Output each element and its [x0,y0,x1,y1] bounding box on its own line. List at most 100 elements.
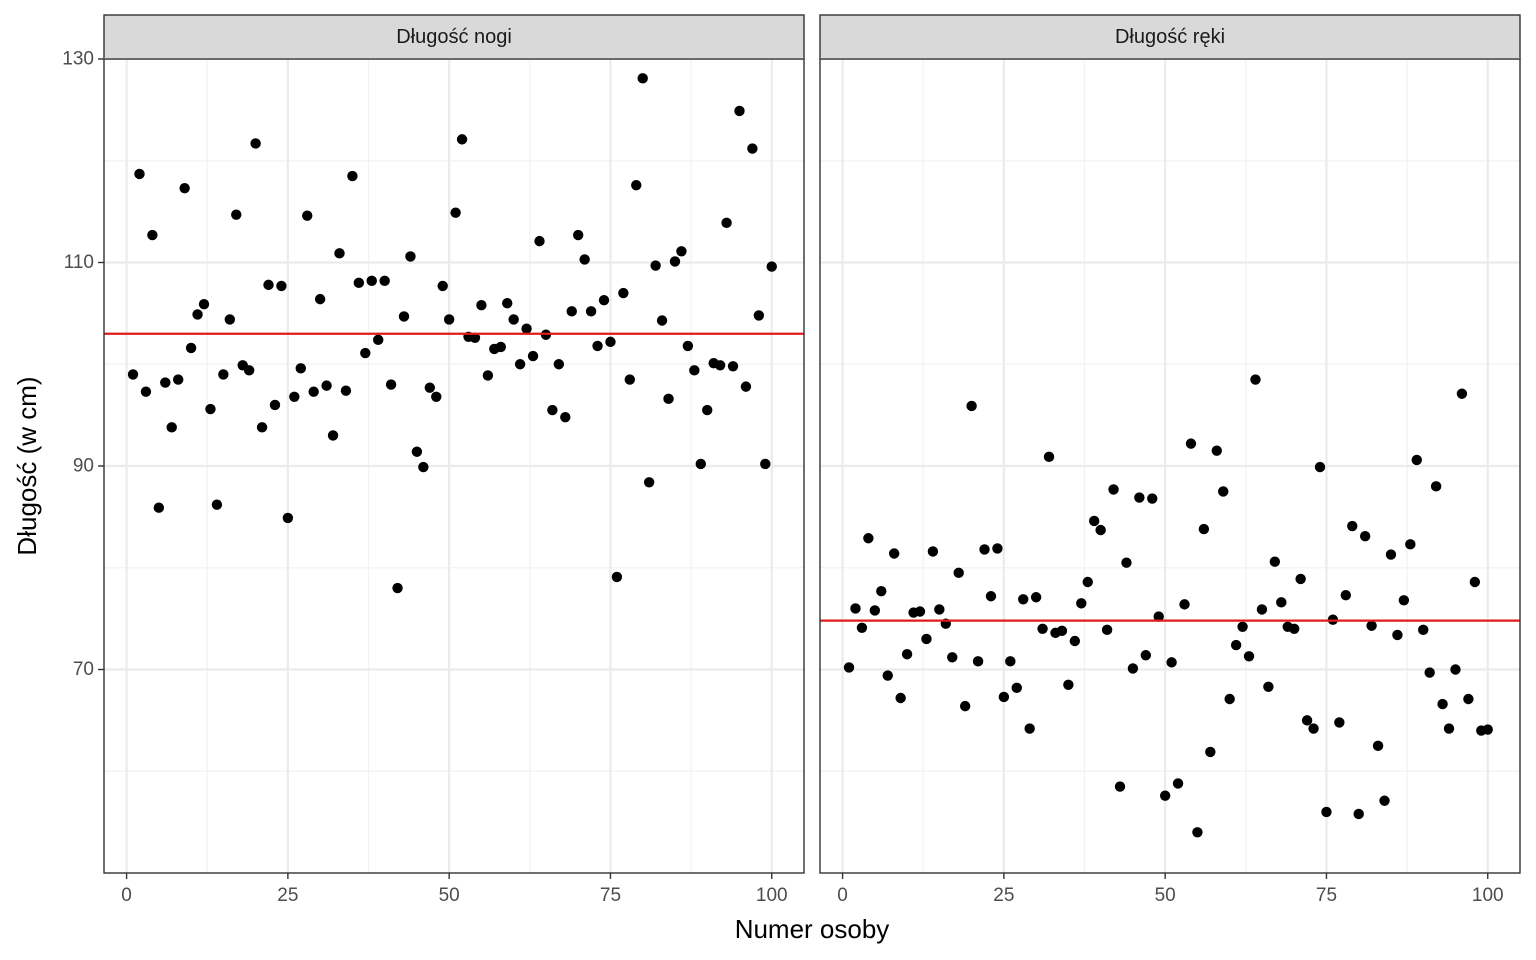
data-point [663,393,674,405]
data-point [372,334,384,346]
data-point [592,340,603,352]
data-point [1185,438,1197,449]
data-point [1218,486,1229,497]
data-point [624,374,636,385]
data-point [1456,388,1468,399]
data-point [1450,664,1461,675]
data-point [379,275,390,287]
data-point [934,604,945,615]
data-point [869,605,881,616]
data-point [882,670,893,681]
data-point [521,323,532,334]
data-point [856,622,868,633]
data-point [1069,635,1081,647]
data-point [205,403,216,415]
data-point [585,306,597,317]
y-tick-label: 130 [62,49,94,70]
data-point [727,361,739,372]
panel-strip [819,14,1521,60]
x-tick-label: 25 [277,885,298,906]
data-point [1205,746,1216,758]
data-point [231,209,242,220]
data-point [598,294,610,306]
data-point [1359,531,1371,542]
data-point [901,649,913,660]
data-point [140,386,152,397]
data-point [1108,484,1119,495]
data-point [1198,523,1210,535]
data-point [308,386,319,397]
data-point [1424,667,1435,678]
data-point [740,381,752,392]
x-axis-title: Numer osoby [735,914,890,944]
data-point [682,340,694,352]
data-point [1211,445,1222,456]
data-point [863,533,874,544]
data-point [1172,778,1184,789]
data-point [1405,539,1416,550]
data-point [637,73,648,84]
data-point [450,207,461,218]
data-point [1334,717,1345,728]
data-point [669,256,681,267]
data-point [985,591,997,602]
data-point [1398,595,1410,606]
data-point [895,692,906,704]
data-point [1018,594,1029,605]
panel-border [819,58,1521,874]
data-point [1127,663,1139,674]
data-point [1418,624,1429,636]
data-point [198,299,210,310]
data-point [611,571,623,583]
data-point [179,183,190,194]
data-point [385,379,397,390]
data-point [1230,639,1242,651]
data-point [1437,698,1448,710]
data-point [1076,598,1087,609]
data-point [1443,723,1455,734]
data-point [560,411,571,423]
data-point [656,315,668,326]
data-point [527,350,539,362]
data-point [243,365,255,376]
data-point [1256,604,1268,615]
data-point [1153,611,1164,622]
panel-strip [103,14,805,60]
data-point [689,365,700,376]
x-tick-label: 0 [121,885,132,906]
data-point [347,170,358,182]
data-point [302,210,313,221]
data-point [553,359,565,370]
data-point [1366,620,1377,631]
data-point [1340,590,1352,601]
x-tick-label: 50 [439,885,460,906]
data-point [1011,682,1022,694]
data-point [927,546,939,557]
data-point [411,446,423,457]
data-point [1379,795,1390,806]
data-point [1288,623,1300,634]
data-point [1392,629,1403,641]
panel-leg-length: Długość nogi 0 25 50 75 100 70 90 110 130 [62,14,805,906]
x-tick-label: 50 [1155,885,1176,906]
data-point [321,380,332,391]
data-point [1179,599,1190,610]
data-point [979,544,990,555]
data-point [334,248,345,259]
data-point [405,251,416,262]
x-tick-label: 75 [1316,885,1337,906]
data-point [1147,493,1158,504]
data-point [1043,451,1055,463]
y-tick-label: 90 [73,456,94,477]
data-point [1056,625,1068,637]
data-point [914,606,926,617]
data-point [1314,461,1326,473]
panel-title: Długość ręki [1115,26,1225,48]
data-point [1159,790,1171,801]
data-point [972,656,984,667]
data-point [1482,724,1493,735]
data-point [1243,651,1255,662]
data-point [1063,679,1074,690]
